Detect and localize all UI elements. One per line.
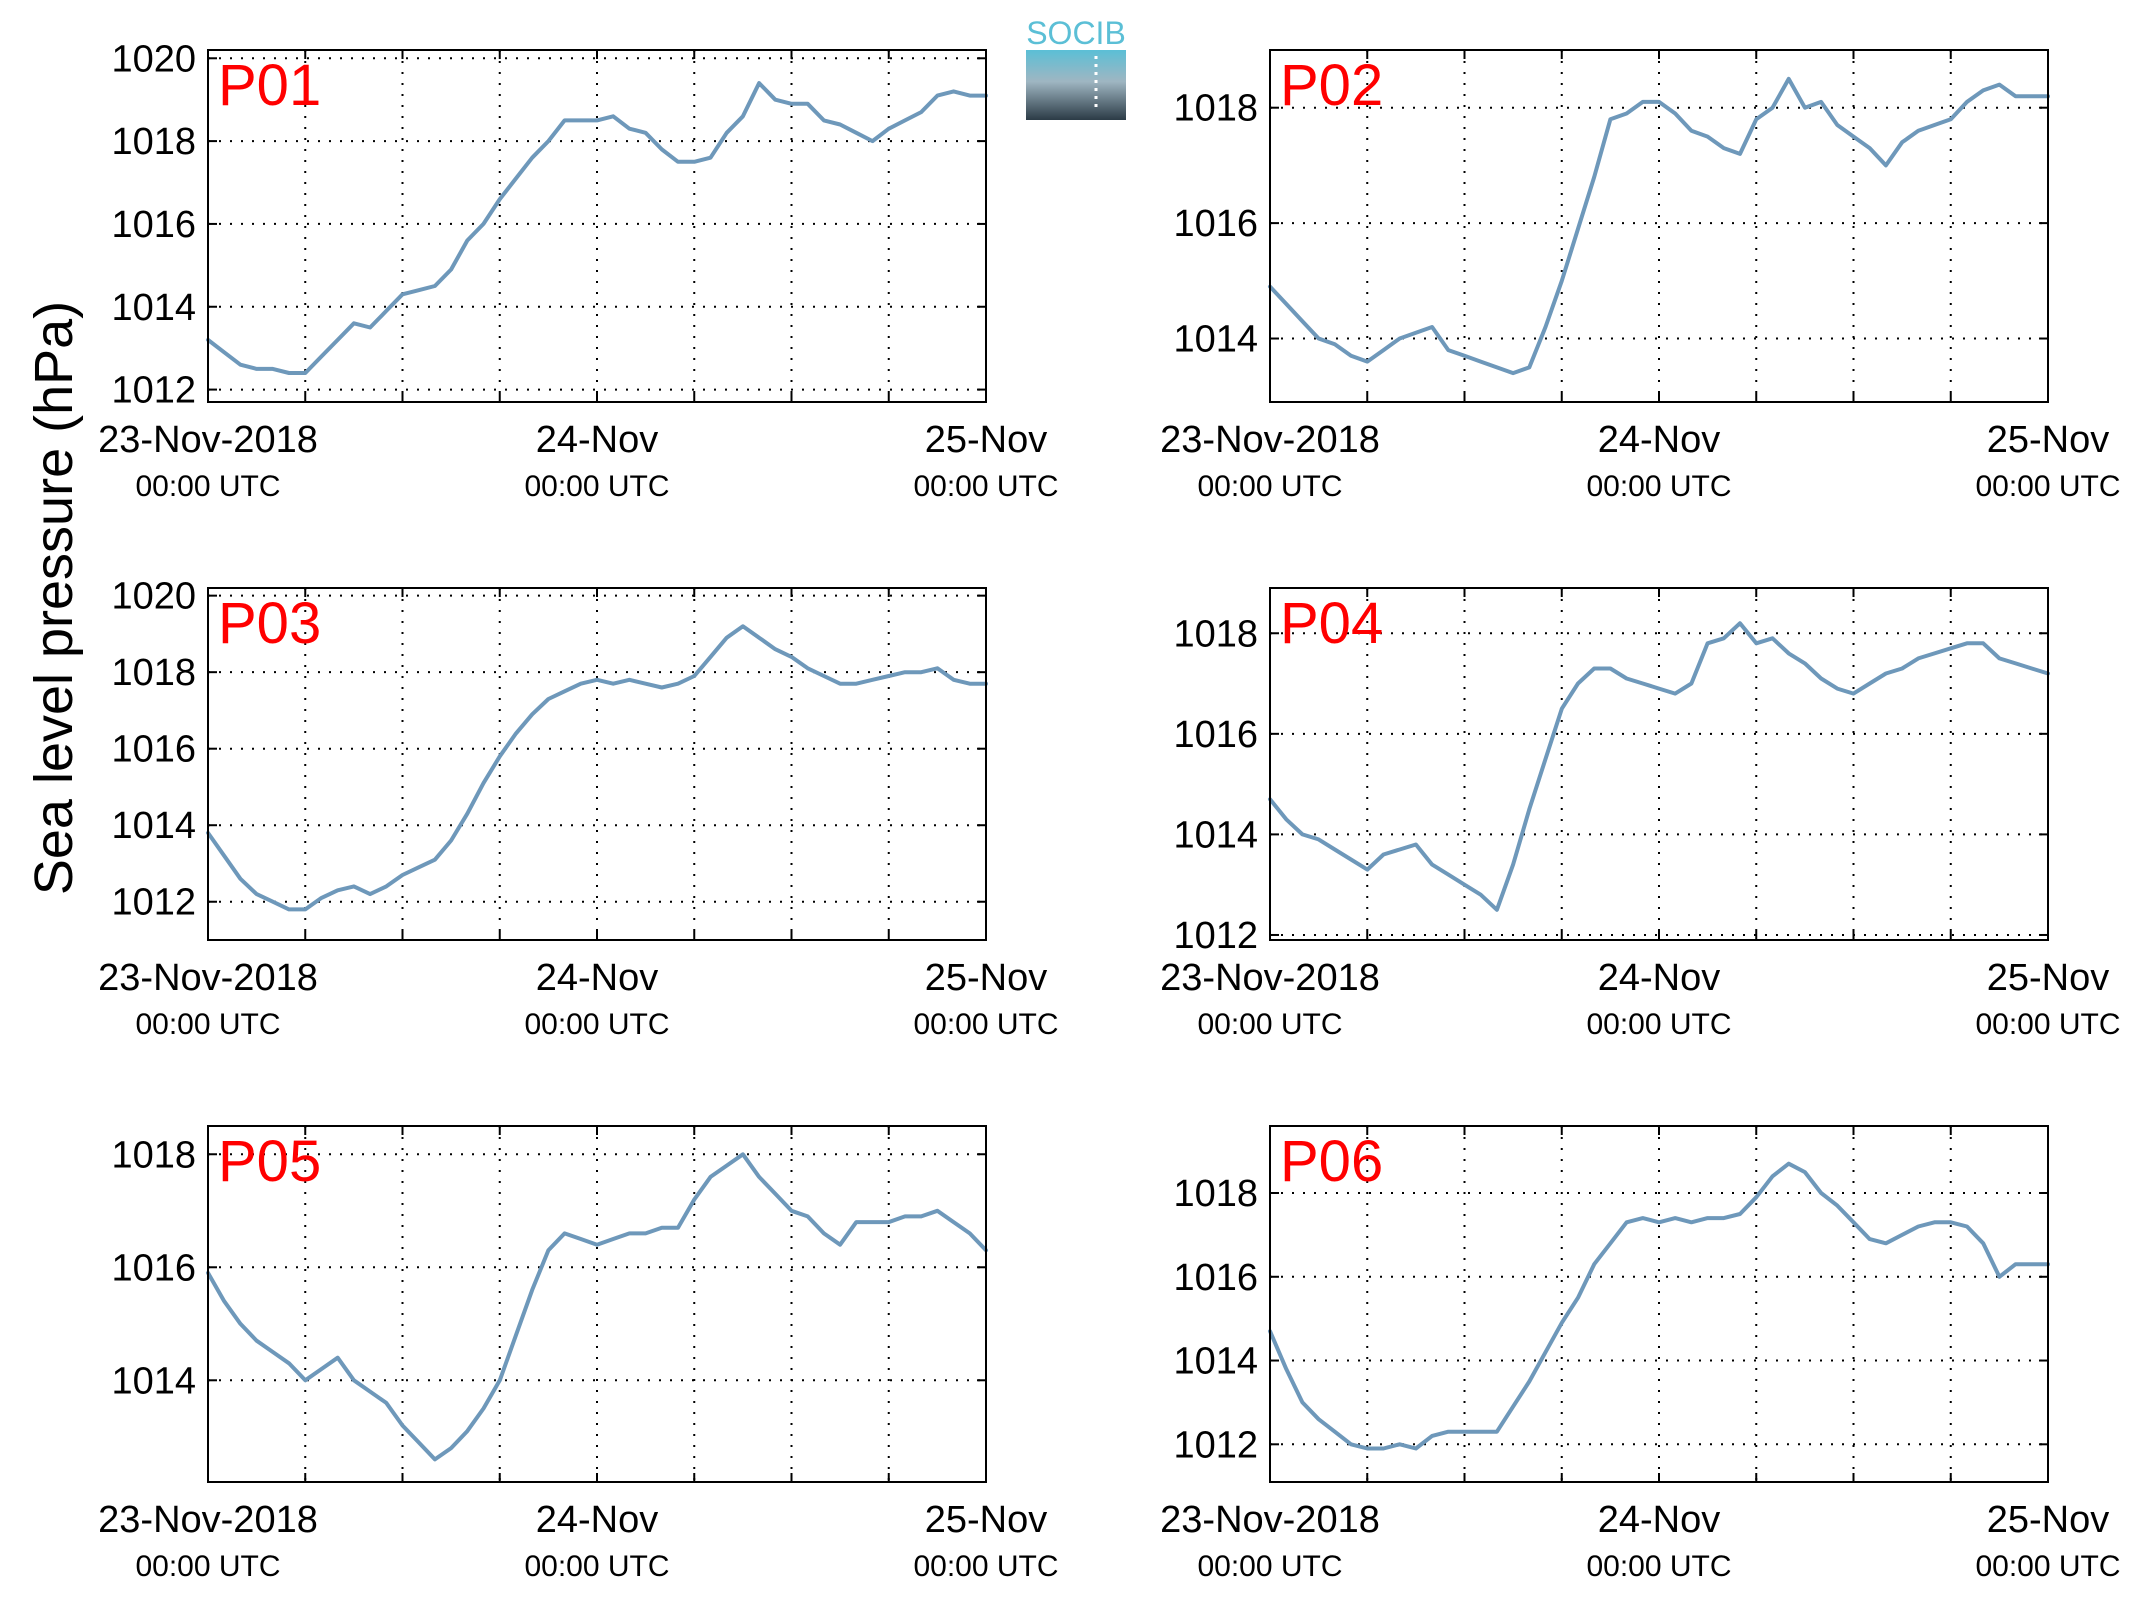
x-tick-label: 25-Nov [925,419,1048,461]
series-line-p02 [1268,76,2050,376]
y-tick-label: 1016 [1173,714,1258,756]
y-tick-label: 1016 [111,204,196,246]
x-tick-label: 23-Nov-2018 [98,419,318,461]
x-tick-label: 23-Nov-2018 [1160,1499,1380,1541]
panel-label: P03 [218,591,321,656]
y-tick-label: 1012 [1173,1424,1258,1466]
panel-label: P01 [218,53,321,118]
socib-logo-block [1026,50,1126,120]
panel-p02: 1014 1016 1018 23-Nov-2018 00:00 UTC 24-Nov 00… [1160,49,2121,503]
x-tick-sublabel: 00:00 UTC [913,470,1058,503]
panel-label: P02 [1280,53,1383,118]
y-tick-label: 1018 [1173,88,1258,130]
x-tick-sublabel: 00:00 UTC [913,1550,1058,1583]
y-tick-label: 1014 [111,1360,196,1402]
x-tick-sublabel: 00:00 UTC [135,1550,280,1583]
x-tick-label: 25-Nov [1987,1499,2110,1541]
panel-label: P05 [218,1129,321,1194]
series-line-p01 [206,81,988,375]
x-tick-label: 25-Nov [925,957,1048,999]
panel-label: P06 [1280,1129,1383,1194]
x-tick-label: 24-Nov [1598,1499,1721,1541]
x-tick-label: 24-Nov [536,957,659,999]
plot-frame [207,1125,987,1483]
y-axis-label: Sea level pressure (hPa) [24,301,84,895]
y-tick-label: 1014 [1173,814,1258,856]
x-tick-label: 23-Nov-2018 [98,957,318,999]
x-tick-sublabel: 00:00 UTC [1586,1008,1731,1041]
panel-p06: 1012 1014 1016 1018 23-Nov-2018 00:00 UTC 24-N… [1160,1125,2121,1583]
x-tick-label: 23-Nov-2018 [1160,957,1380,999]
x-tick-sublabel: 00:00 UTC [524,470,669,503]
socib-logo: SOCIB [1026,15,1126,120]
y-tick-label: 1018 [1173,1173,1258,1215]
x-tick-label: 23-Nov-2018 [1160,419,1380,461]
x-tick-label: 25-Nov [1987,419,2110,461]
y-tick-label: 1020 [111,38,196,80]
x-tick-label: 24-Nov [1598,957,1721,999]
plot-frame [207,587,987,941]
x-tick-sublabel: 00:00 UTC [135,1008,280,1041]
y-tick-label: 1018 [111,1134,196,1176]
x-tick-sublabel: 00:00 UTC [1197,1008,1342,1041]
series-line-p06 [1268,1161,2050,1451]
x-tick-label: 25-Nov [1987,957,2110,999]
series-line-p04 [1268,621,2050,912]
x-tick-sublabel: 00:00 UTC [1975,470,2120,503]
x-tick-label: 23-Nov-2018 [98,1499,318,1541]
y-tick-label: 1016 [111,1247,196,1289]
y-tick-label: 1014 [1173,319,1258,361]
y-tick-label: 1016 [1173,203,1258,245]
y-tick-label: 1016 [1173,1257,1258,1299]
x-tick-label: 24-Nov [536,1499,659,1541]
x-tick-sublabel: 00:00 UTC [1975,1008,2120,1041]
panel-p03: 1012 1014 1016 1018 1020 23-Nov-2018 00:00 UTC… [98,576,1058,1041]
panel-p01: 1012 1014 1016 1018 1020 23-Nov-2018 00:00 UTC… [98,38,1058,503]
y-tick-label: 1018 [111,121,196,163]
y-tick-label: 1012 [111,882,196,924]
series-line-p03 [206,624,988,912]
panel-p04: 1012 1014 1016 1018 23-Nov-2018 00:00 UTC 24-N… [1160,587,2121,1041]
plot-frame [207,49,987,403]
x-tick-sublabel: 00:00 UTC [135,470,280,503]
x-tick-label: 24-Nov [1598,419,1721,461]
x-tick-sublabel: 00:00 UTC [1586,470,1731,503]
y-tick-label: 1012 [111,370,196,412]
y-tick-label: 1018 [1173,613,1258,655]
plot-frame [1269,587,2049,941]
panel-label: P04 [1280,591,1383,656]
y-tick-label: 1016 [111,729,196,771]
x-tick-sublabel: 00:00 UTC [1586,1550,1731,1583]
socib-logo-text: SOCIB [1026,15,1126,51]
y-tick-label: 1012 [1173,915,1258,957]
x-tick-sublabel: 00:00 UTC [1197,470,1342,503]
x-tick-sublabel: 00:00 UTC [524,1550,669,1583]
y-tick-label: 1014 [111,805,196,847]
y-tick-label: 1014 [111,287,196,329]
x-tick-sublabel: 00:00 UTC [1975,1550,2120,1583]
plot-frame [1269,49,2049,403]
x-tick-sublabel: 00:00 UTC [913,1008,1058,1041]
x-tick-sublabel: 00:00 UTC [1197,1550,1342,1583]
plot-frame [1269,1125,2049,1483]
panel-p05: 1014 1016 1018 23-Nov-2018 00:00 UTC 24-Nov 00… [98,1125,1059,1583]
x-tick-sublabel: 00:00 UTC [524,1008,669,1041]
y-tick-label: 1018 [111,652,196,694]
panels: 1012 1014 1016 1018 1020 23-Nov-2018 00:00 UTC… [98,38,2120,1583]
series-line-p05 [206,1152,988,1462]
y-tick-label: 1014 [1173,1341,1258,1383]
y-tick-label: 1020 [111,576,196,618]
x-tick-label: 24-Nov [536,419,659,461]
x-tick-label: 25-Nov [925,1499,1048,1541]
